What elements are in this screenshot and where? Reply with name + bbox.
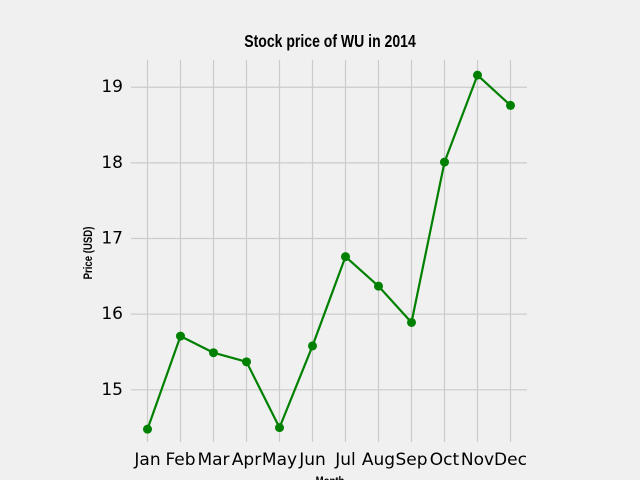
- marker: [242, 357, 251, 367]
- marker: [209, 348, 218, 358]
- marker: [473, 70, 482, 80]
- marker: [407, 317, 416, 327]
- x-tick-label: Oct: [430, 450, 460, 470]
- marker: [506, 100, 515, 110]
- marker: [176, 331, 185, 341]
- marker: [341, 252, 350, 262]
- line: [146, 74, 512, 430]
- x-tick-label: Feb: [165, 450, 195, 470]
- x-axis-label: Month: [316, 475, 345, 480]
- y-axis-label: Price (USD): [82, 226, 95, 279]
- y-tick-label: 17: [101, 229, 123, 249]
- y-tick-label: 18: [101, 153, 123, 173]
- x-tick-label: Jan: [133, 450, 160, 470]
- x-tick-label: Dec: [494, 450, 527, 470]
- marker: [374, 281, 383, 291]
- chart-title: Stock price of WU in 2014: [244, 31, 415, 51]
- x-tick-label: Mar: [197, 450, 229, 470]
- marker: [440, 157, 449, 167]
- x-tick-label: Nov: [461, 450, 494, 470]
- x-label-group: Month: [316, 475, 345, 480]
- marker: [308, 341, 317, 351]
- x-tick-label: May: [262, 450, 297, 470]
- y-tick-label: 16: [101, 304, 123, 324]
- y-tick-label: 19: [101, 77, 123, 97]
- marker: [275, 423, 284, 433]
- marker: [143, 424, 152, 434]
- y-tick-label: 15: [101, 380, 123, 400]
- x-tick-label: Sep: [395, 450, 427, 470]
- y-label-group: Price (USD): [82, 226, 95, 279]
- x-tick-label: Apr: [232, 450, 261, 470]
- x-tick-label: Jul: [334, 450, 356, 470]
- x-tick-label: Aug: [362, 450, 395, 470]
- title-group: Stock price of WU in 2014: [244, 31, 415, 51]
- x-tick-label: Jun: [298, 450, 326, 470]
